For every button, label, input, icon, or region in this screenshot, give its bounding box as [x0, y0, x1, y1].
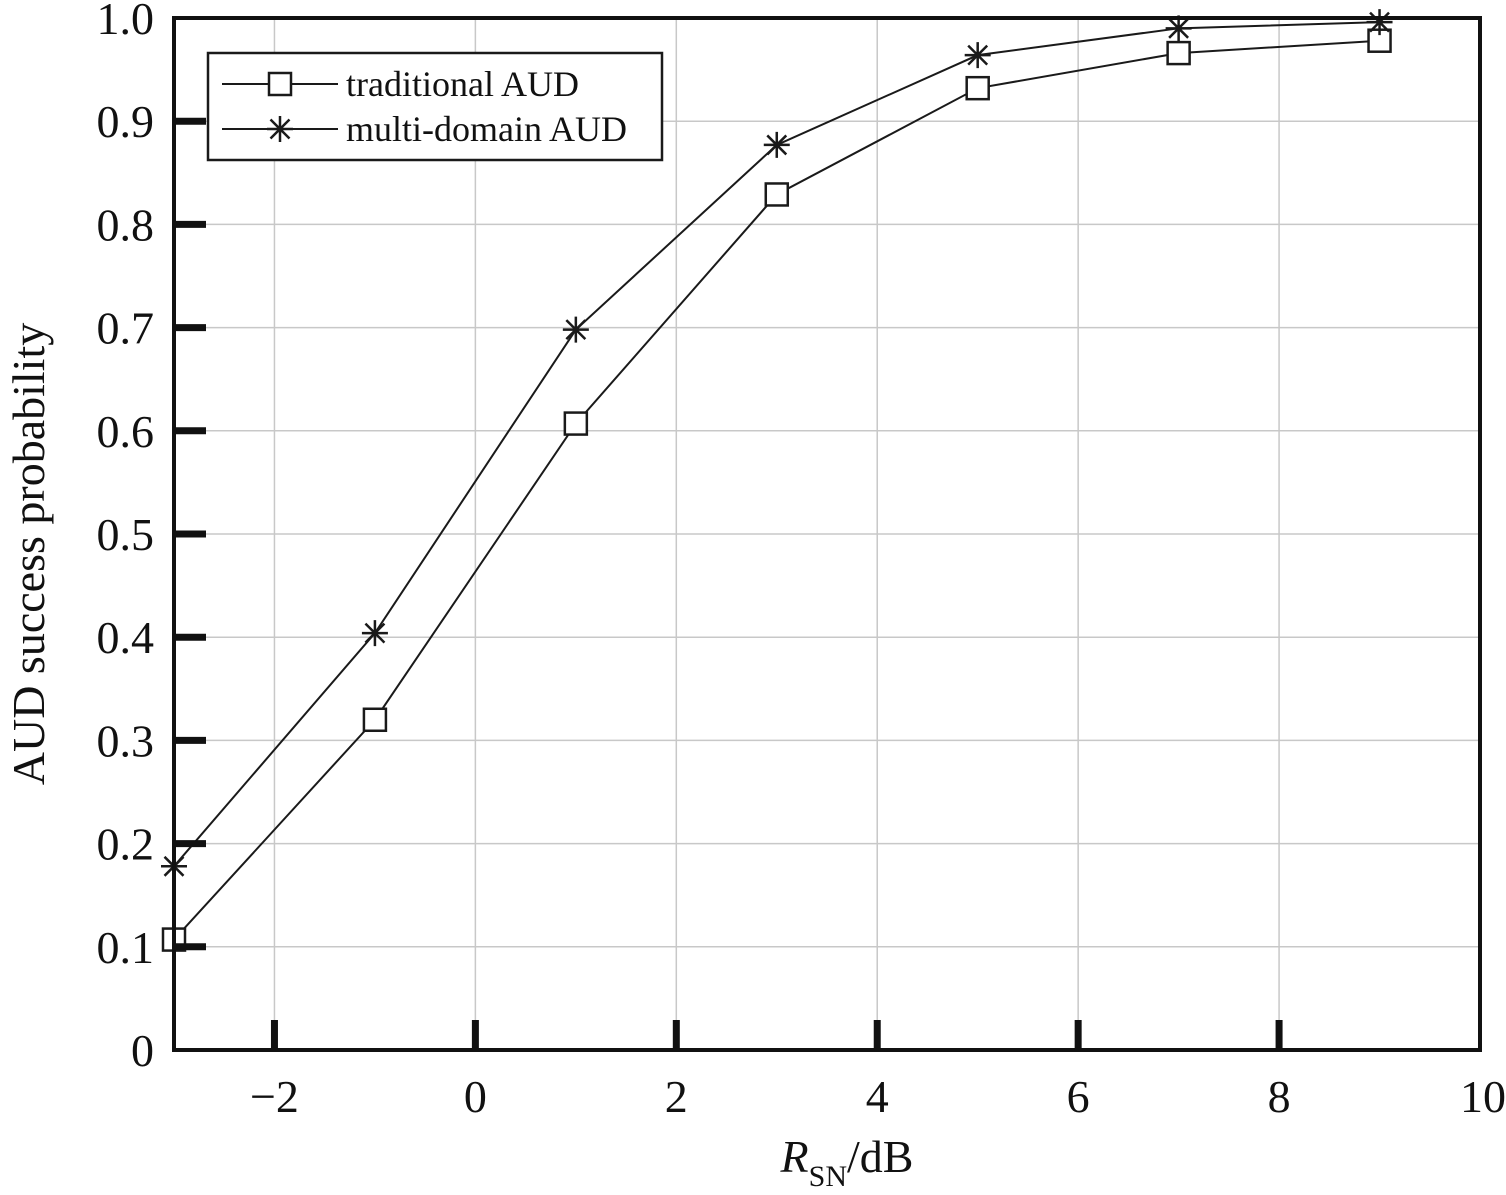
- y-tick-label: 1.0: [97, 0, 155, 44]
- marker-asterisk: [1165, 15, 1192, 42]
- marker-square: [1166, 40, 1191, 66]
- marker-square: [965, 75, 990, 101]
- x-axis-label-sub: SN: [809, 1160, 847, 1193]
- marker-asterisk: [361, 620, 388, 647]
- legend: traditional AUD multi-domain AUD: [206, 51, 664, 162]
- y-tick-label: 0.7: [97, 303, 155, 354]
- x-axis-label: RSN/dB: [780, 1131, 914, 1193]
- y-tick-label: 0.2: [97, 819, 155, 870]
- x-tick-label: 10: [1460, 1071, 1506, 1122]
- x-tick-label: 2: [665, 1071, 688, 1122]
- marker-square: [764, 182, 790, 207]
- marker-square: [563, 411, 589, 436]
- legend-box: [206, 51, 664, 162]
- y-tick-label: 0.1: [97, 922, 155, 973]
- y-tick-label: 0.3: [97, 715, 155, 766]
- series-traditional-aud: [161, 28, 1392, 952]
- x-axis-label-main: R: [780, 1131, 809, 1182]
- series-line: [173, 39, 1380, 941]
- y-tick-label: 0: [131, 1025, 154, 1076]
- marker-asterisk: [1366, 9, 1393, 36]
- x-tick-label: 8: [1268, 1071, 1291, 1122]
- y-tick-label: 0.5: [97, 509, 155, 560]
- marker-asterisk: [267, 116, 293, 142]
- y-tick-label: 0.6: [97, 406, 155, 457]
- marker-asterisk: [964, 42, 991, 69]
- marker-asterisk: [562, 316, 589, 343]
- x-tick-label: 4: [866, 1071, 889, 1122]
- x-axis-label-unit: /dB: [847, 1131, 913, 1182]
- legend-label: traditional AUD: [346, 64, 579, 104]
- legend-label: multi-domain AUD: [346, 109, 627, 149]
- y-tick-label: 0.8: [97, 199, 155, 250]
- x-tick-label: 0: [464, 1071, 487, 1122]
- y-axis-label: AUD success probability: [3, 323, 54, 785]
- marker-square: [362, 707, 388, 733]
- x-tick-label: 6: [1067, 1071, 1090, 1122]
- grid-lines: [174, 18, 1480, 1050]
- y-tick-label: 0.4: [97, 612, 155, 663]
- tick-labels: −2 0 2 4 6 8 10 0 0.1 0.2 0.3 0.4 0.5 0.6 0.7 0.8 0.9 1.0: [97, 0, 1506, 1122]
- axis-ticks: [174, 117, 1283, 1050]
- y-tick-label: 0.9: [97, 96, 155, 147]
- marker-square: [267, 71, 293, 97]
- marker-asterisk: [763, 131, 790, 158]
- x-tick-label: −2: [250, 1071, 299, 1122]
